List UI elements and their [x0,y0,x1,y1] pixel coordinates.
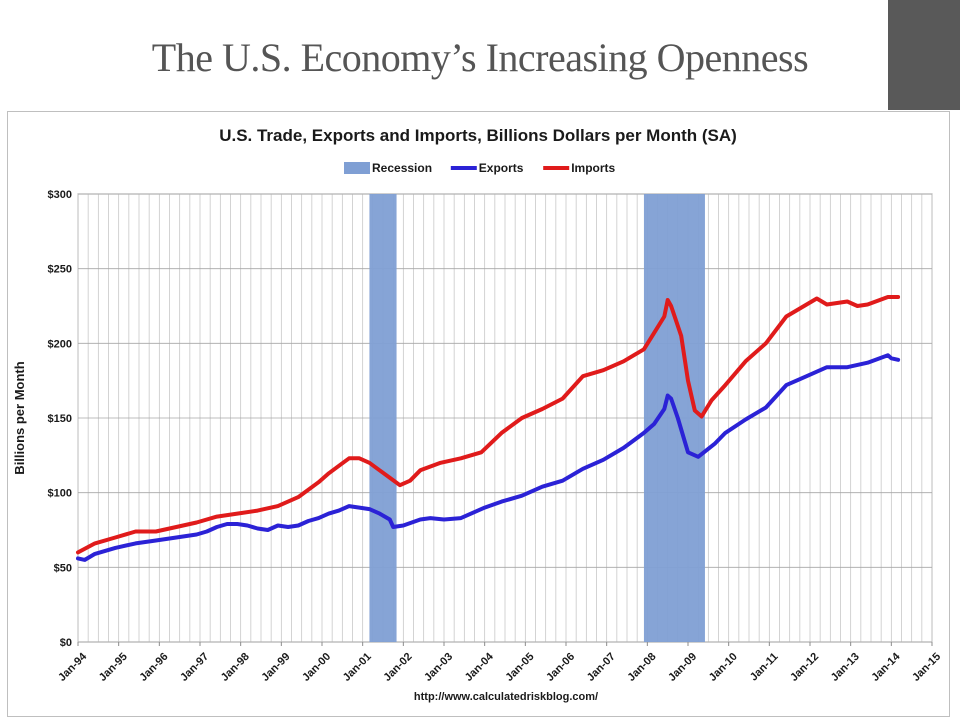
x-tick-label: Jan-96 [137,651,170,684]
x-tick-label: Jan-97 [178,651,211,684]
x-tick-label: Jan-00 [300,651,333,684]
legend-label-imports: Imports [571,161,615,175]
x-tick-label: Jan-08 [625,651,658,684]
x-tick-label: Jan-05 [503,651,536,684]
slide-title: The U.S. Economy’s Increasing Openness [151,35,809,80]
recession-band [643,194,705,642]
y-axis-title: Billions per Month [12,361,27,474]
y-tick-label: $200 [48,338,72,350]
chart-frame: U.S. Trade, Exports and Imports, Billion… [7,111,950,717]
x-tick-label: Jan-02 [381,651,414,684]
series-line-imports [76,295,901,555]
x-tick-label: Jan-94 [56,650,90,684]
x-tick-label: Jan-04 [463,650,497,684]
x-tick-label: Jan-09 [666,651,699,684]
recession-bands [369,194,705,642]
x-tick-label: Jan-01 [341,651,374,684]
x-tick-label: Jan-14 [869,650,903,684]
series-lines [76,295,901,562]
x-axis-ticks: Jan-94 Jan-95 Jan-96 Jan-97 Jan-98 Jan-99 Jan-… [56,642,943,684]
y-tick-label: $50 [54,562,72,574]
x-tick-label: Jan-13 [829,651,862,684]
x-tick-label: Jan-10 [707,651,740,684]
series-line-exports [76,353,901,562]
x-tick-label: Jan-03 [422,651,455,684]
x-tick-label: Jan-99 [259,651,292,684]
y-tick-label: $300 [48,189,72,201]
legend-label-recession: Recession [372,161,432,175]
y-tick-label: $250 [48,264,72,276]
x-tick-label: Jan-07 [585,651,618,684]
x-tick-label: Jan-11 [748,651,781,684]
source-url: http://www.calculatedriskblog.com/ [414,691,598,703]
y-tick-label: $100 [48,488,72,500]
chart-title: U.S. Trade, Exports and Imports, Billion… [219,126,737,145]
recession-band [369,194,397,642]
chart-legend: Recession Exports Imports [344,161,616,175]
legend-label-exports: Exports [479,161,524,175]
x-tick-label: Jan-15 [910,651,943,684]
y-tick-label: $150 [48,413,72,425]
x-tick-label: Jan-06 [544,651,577,684]
y-tick-label: $0 [60,637,72,649]
x-tick-label: Jan-98 [219,651,252,684]
trade-chart: U.S. Trade, Exports and Imports, Billion… [12,126,943,703]
y-axis-ticks: $0 $50 $100 $150 $200 $250 $300 [48,189,72,649]
accent-bar [888,0,960,110]
x-tick-label: Jan-12 [788,651,821,684]
x-tick-label: Jan-95 [97,651,130,684]
legend-swatch-recession [344,162,370,174]
